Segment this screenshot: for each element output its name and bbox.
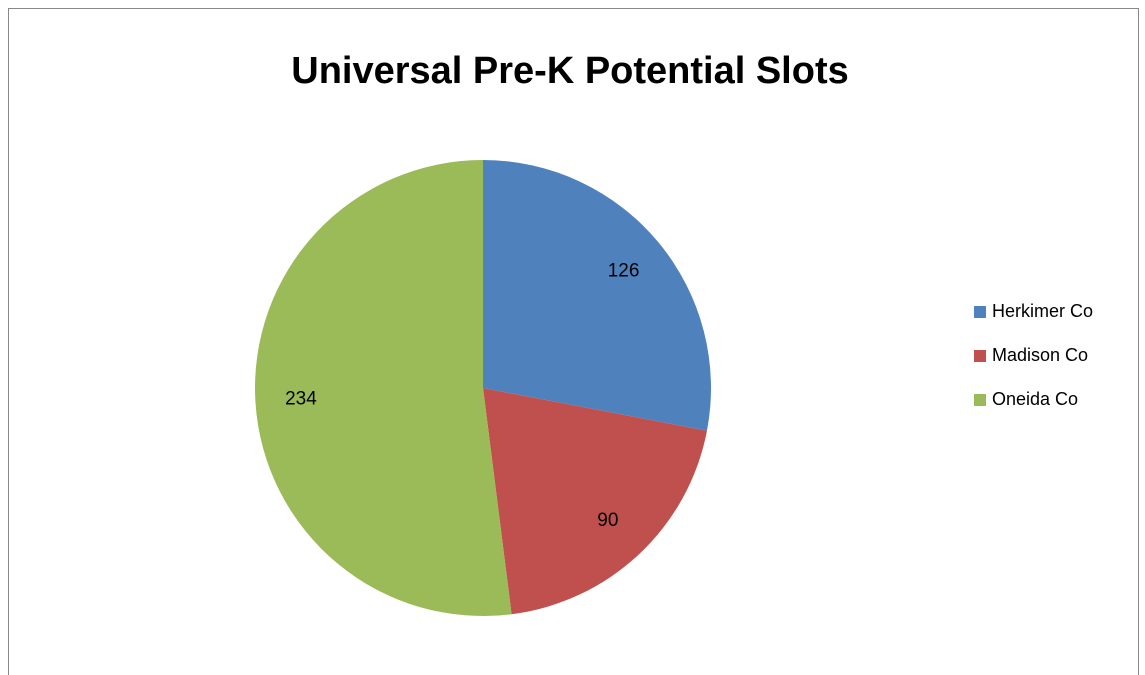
data-label: 234 bbox=[285, 388, 317, 409]
data-label: 126 bbox=[608, 261, 640, 282]
pie-slice bbox=[483, 388, 707, 615]
legend-swatch bbox=[974, 350, 986, 362]
data-label: 90 bbox=[597, 510, 618, 531]
chart-border bbox=[8, 8, 1139, 675]
pie-slice bbox=[255, 160, 512, 616]
chart-title: Universal Pre-K Potential Slots bbox=[291, 50, 849, 92]
legend-label: Herkimer Co bbox=[992, 301, 1093, 321]
legend-swatch bbox=[974, 306, 986, 318]
legend-label: Oneida Co bbox=[992, 389, 1078, 409]
legend-swatch bbox=[974, 394, 986, 406]
legend-label: Madison Co bbox=[992, 345, 1088, 365]
pie-slice bbox=[483, 160, 711, 431]
